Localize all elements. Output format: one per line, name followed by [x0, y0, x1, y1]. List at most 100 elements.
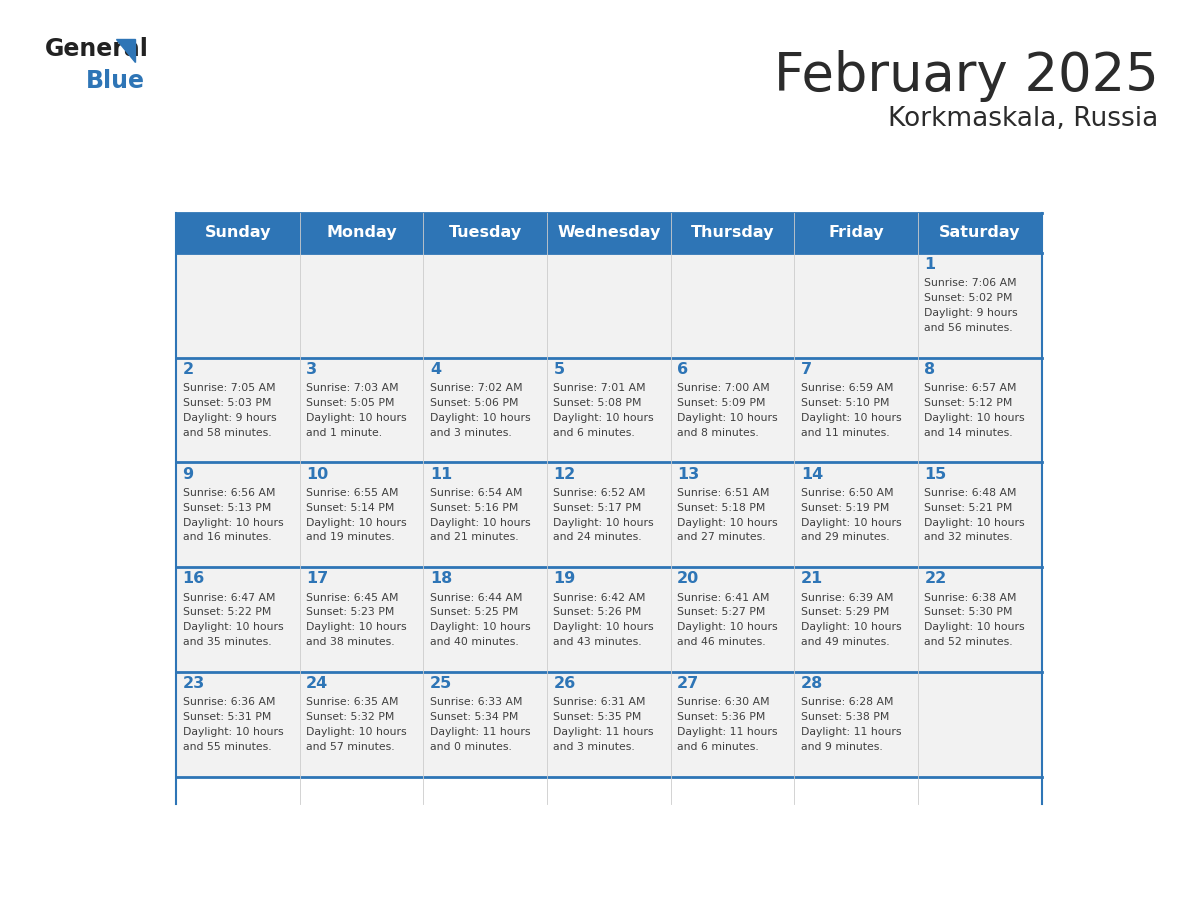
Text: Sunrise: 6:54 AM: Sunrise: 6:54 AM [430, 487, 523, 498]
Text: 7: 7 [801, 362, 811, 377]
Text: Daylight: 10 hours: Daylight: 10 hours [430, 518, 531, 528]
Text: 14: 14 [801, 466, 823, 482]
Text: 11: 11 [430, 466, 453, 482]
Text: Daylight: 10 hours: Daylight: 10 hours [554, 622, 655, 633]
Bar [918, 463, 1042, 567]
Text: Sunset: 5:09 PM: Sunset: 5:09 PM [677, 397, 765, 408]
Bar [176, 463, 299, 567]
Bar [671, 463, 795, 567]
Bar [795, 672, 918, 777]
Bar [299, 253, 423, 358]
Bar [671, 253, 795, 358]
Text: and 0 minutes.: and 0 minutes. [430, 742, 512, 752]
Text: Sunrise: 7:03 AM: Sunrise: 7:03 AM [307, 383, 399, 393]
Text: Sunset: 5:14 PM: Sunset: 5:14 PM [307, 503, 394, 512]
Text: 5: 5 [554, 362, 564, 377]
Text: Sunset: 5:13 PM: Sunset: 5:13 PM [183, 503, 271, 512]
Text: Sunrise: 6:56 AM: Sunrise: 6:56 AM [183, 487, 276, 498]
Text: Sunset: 5:32 PM: Sunset: 5:32 PM [307, 712, 394, 722]
Text: 10: 10 [307, 466, 328, 482]
Bar [795, 253, 918, 358]
Text: 17: 17 [307, 571, 328, 587]
Text: Daylight: 10 hours: Daylight: 10 hours [801, 622, 902, 633]
Text: Daylight: 10 hours: Daylight: 10 hours [183, 518, 283, 528]
Bar [795, 213, 918, 253]
Text: Sunset: 5:38 PM: Sunset: 5:38 PM [801, 712, 889, 722]
Bar [546, 253, 671, 358]
Text: 1: 1 [924, 257, 935, 272]
Text: 15: 15 [924, 466, 947, 482]
Text: Sunset: 5:16 PM: Sunset: 5:16 PM [430, 503, 518, 512]
Text: Daylight: 11 hours: Daylight: 11 hours [677, 727, 778, 737]
Bar [423, 253, 546, 358]
Text: Sunrise: 6:57 AM: Sunrise: 6:57 AM [924, 383, 1017, 393]
Text: 4: 4 [430, 362, 441, 377]
Text: 12: 12 [554, 466, 576, 482]
Text: and 29 minutes.: and 29 minutes. [801, 532, 890, 543]
Text: February 2025: February 2025 [773, 50, 1158, 103]
Text: and 3 minutes.: and 3 minutes. [554, 742, 636, 752]
Text: Daylight: 10 hours: Daylight: 10 hours [307, 622, 406, 633]
Text: and 27 minutes.: and 27 minutes. [677, 532, 766, 543]
Text: Daylight: 10 hours: Daylight: 10 hours [430, 413, 531, 423]
Text: and 43 minutes.: and 43 minutes. [554, 637, 642, 647]
Text: 26: 26 [554, 676, 576, 691]
Bar [423, 672, 546, 777]
Bar [546, 672, 671, 777]
Text: Sunrise: 6:59 AM: Sunrise: 6:59 AM [801, 383, 893, 393]
Text: 24: 24 [307, 676, 328, 691]
Text: and 1 minute.: and 1 minute. [307, 428, 383, 438]
Text: and 6 minutes.: and 6 minutes. [677, 742, 759, 752]
Bar [918, 567, 1042, 672]
Text: Daylight: 10 hours: Daylight: 10 hours [430, 622, 531, 633]
Text: Friday: Friday [828, 225, 884, 241]
Text: Sunrise: 6:35 AM: Sunrise: 6:35 AM [307, 698, 399, 707]
Text: 22: 22 [924, 571, 947, 587]
Bar [299, 672, 423, 777]
Text: 6: 6 [677, 362, 688, 377]
Text: 16: 16 [183, 571, 204, 587]
Text: Sunrise: 6:52 AM: Sunrise: 6:52 AM [554, 487, 646, 498]
Text: Sunset: 5:25 PM: Sunset: 5:25 PM [430, 608, 518, 618]
Bar [176, 358, 299, 463]
Text: 9: 9 [183, 466, 194, 482]
Bar [423, 567, 546, 672]
Text: Daylight: 10 hours: Daylight: 10 hours [307, 518, 406, 528]
Text: Monday: Monday [327, 225, 397, 241]
Text: and 58 minutes.: and 58 minutes. [183, 428, 271, 438]
Text: Sunset: 5:03 PM: Sunset: 5:03 PM [183, 397, 271, 408]
Text: Daylight: 10 hours: Daylight: 10 hours [554, 413, 655, 423]
Text: Daylight: 10 hours: Daylight: 10 hours [924, 518, 1025, 528]
Text: Sunset: 5:02 PM: Sunset: 5:02 PM [924, 293, 1013, 303]
Text: Sunrise: 6:42 AM: Sunrise: 6:42 AM [554, 592, 646, 602]
Bar [299, 567, 423, 672]
Text: Daylight: 10 hours: Daylight: 10 hours [183, 727, 283, 737]
Text: 20: 20 [677, 571, 700, 587]
Text: Sunrise: 6:38 AM: Sunrise: 6:38 AM [924, 592, 1017, 602]
Text: and 14 minutes.: and 14 minutes. [924, 428, 1013, 438]
Bar [795, 567, 918, 672]
Text: and 46 minutes.: and 46 minutes. [677, 637, 766, 647]
Text: Sunset: 5:10 PM: Sunset: 5:10 PM [801, 397, 890, 408]
Text: and 55 minutes.: and 55 minutes. [183, 742, 271, 752]
Text: 21: 21 [801, 571, 823, 587]
Text: and 3 minutes.: and 3 minutes. [430, 428, 512, 438]
Text: Sunset: 5:18 PM: Sunset: 5:18 PM [677, 503, 765, 512]
Text: and 35 minutes.: and 35 minutes. [183, 637, 271, 647]
Text: Saturday: Saturday [939, 225, 1020, 241]
Text: Sunrise: 7:02 AM: Sunrise: 7:02 AM [430, 383, 523, 393]
Text: Sunset: 5:34 PM: Sunset: 5:34 PM [430, 712, 518, 722]
Text: and 40 minutes.: and 40 minutes. [430, 637, 519, 647]
Text: Daylight: 11 hours: Daylight: 11 hours [430, 727, 530, 737]
Bar [299, 358, 423, 463]
Text: Sunset: 5:29 PM: Sunset: 5:29 PM [801, 608, 889, 618]
Bar [423, 463, 546, 567]
Bar [299, 463, 423, 567]
Text: and 6 minutes.: and 6 minutes. [554, 428, 636, 438]
Text: Sunset: 5:35 PM: Sunset: 5:35 PM [554, 712, 642, 722]
Text: Sunrise: 6:31 AM: Sunrise: 6:31 AM [554, 698, 646, 707]
Text: Sunrise: 6:28 AM: Sunrise: 6:28 AM [801, 698, 893, 707]
Text: 13: 13 [677, 466, 700, 482]
Text: 28: 28 [801, 676, 823, 691]
Bar [671, 358, 795, 463]
